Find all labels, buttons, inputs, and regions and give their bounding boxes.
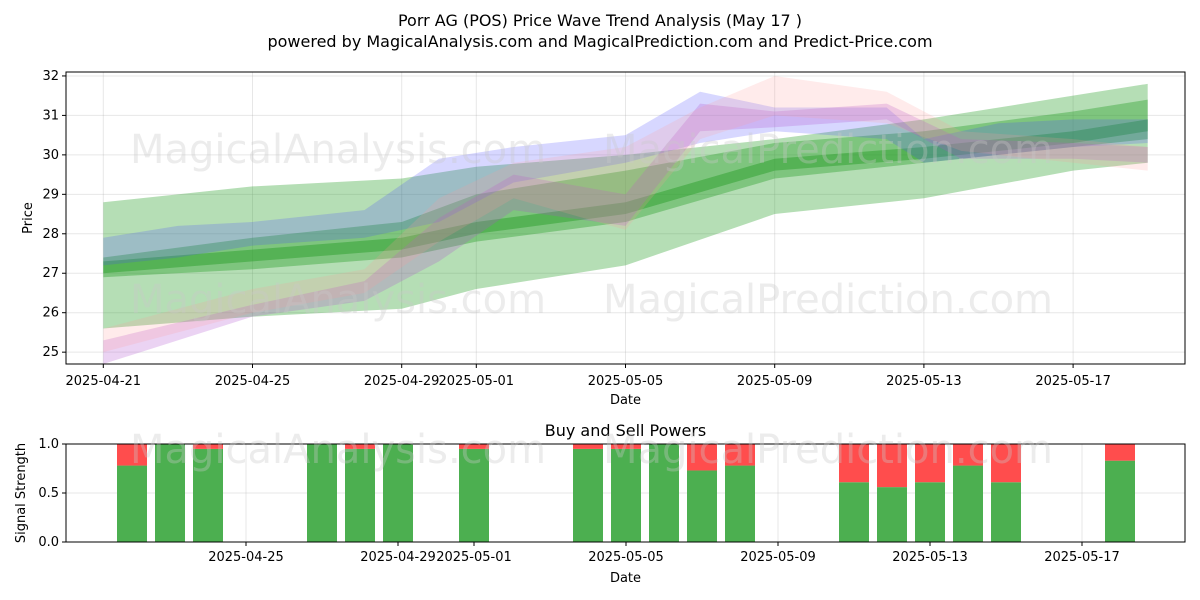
watermark-analysis-2: MagicalAnalysis.com [130, 277, 546, 323]
chart-subtitle: powered by MagicalAnalysis.com and Magic… [267, 32, 932, 51]
watermark-prediction: MagicalPrediction.com [603, 127, 1053, 173]
price-axes-frame [65, 71, 1186, 365]
y-tick-label: 25 [42, 345, 59, 360]
x-tick-label: 2025-04-21 [66, 374, 142, 389]
band-purple [103, 103, 1148, 364]
sell-bar [573, 444, 603, 449]
signal-axes-frame [65, 443, 1186, 543]
buy-bar [611, 448, 641, 542]
y-tick-label: 29 [42, 187, 59, 202]
band-green [103, 99, 1148, 278]
y-tick-label: 0.5 [38, 486, 59, 501]
x-tick-label: 2025-05-01 [439, 374, 515, 389]
watermark-prediction-3: MagicalPrediction.com [603, 427, 1053, 473]
y-tick-label: 27 [42, 266, 59, 281]
sell-bar [459, 444, 489, 449]
x-axis-label: Date [610, 393, 641, 408]
y-axis-label: Price [21, 202, 36, 234]
y-tick-label: 1.0 [38, 437, 59, 452]
x-tick-label: 2025-05-13 [886, 374, 962, 389]
sell-bar [117, 444, 147, 466]
band-green [103, 119, 1148, 274]
buy-bar [877, 487, 907, 542]
y-tick-label: 28 [42, 227, 59, 242]
x-tick-label: 2025-05-05 [588, 550, 664, 565]
band-blue [103, 91, 1148, 266]
signal-panel: Buy and Sell Powers 0.0 0.5 1.0 2025-04-25 20… [14, 421, 1186, 586]
y-tick-label: 26 [42, 306, 59, 321]
buy-bar [345, 448, 375, 542]
watermark-analysis: MagicalAnalysis.com [130, 127, 546, 173]
signal-x-axis-label: Date [610, 571, 641, 586]
price-panel: 25 26 27 28 29 30 31 32 2025-04-21 2025-04-25 2025… [21, 69, 1186, 408]
band-red [103, 75, 1148, 353]
sell-bar [991, 444, 1021, 483]
x-tick-label: 2025-04-25 [215, 374, 291, 389]
buy-bar [991, 482, 1021, 542]
x-tick-label: 2025-05-17 [1035, 374, 1111, 389]
y-tick-label: 32 [42, 69, 59, 84]
watermark-analysis-3: MagicalAnalysis.com [130, 427, 546, 473]
sell-bar [1105, 444, 1135, 461]
buy-bar [725, 465, 755, 542]
buy-bar [1105, 460, 1135, 542]
sell-bar [725, 444, 755, 466]
y-tick-label: 0.0 [38, 535, 59, 550]
buy-bar [839, 482, 869, 542]
sell-bar [915, 444, 945, 483]
x-tick-label: 2025-05-05 [588, 374, 664, 389]
x-tick-label: 2025-05-09 [737, 374, 813, 389]
x-tick-label: 2025-05-17 [1044, 550, 1120, 565]
x-tick-label: 2025-05-01 [436, 550, 512, 565]
x-tick-label: 2025-05-09 [740, 550, 816, 565]
sell-bar [345, 444, 375, 449]
buy-bar [117, 465, 147, 542]
sell-bar [611, 444, 641, 449]
chart-title: Porr AG (POS) Price Wave Trend Analysis … [398, 11, 802, 30]
x-tick-label: 2025-04-29 [360, 550, 436, 565]
signal-title: Buy and Sell Powers [545, 421, 707, 440]
sell-bar [877, 444, 907, 488]
buy-bar [573, 448, 603, 542]
y-tick-label: 30 [42, 148, 59, 163]
buy-bar [383, 444, 413, 542]
buy-bar [915, 482, 945, 542]
x-tick-label: 2025-04-25 [208, 550, 284, 565]
y-tick-label: 31 [42, 108, 59, 123]
signal-y-axis-label: Signal Strength [14, 443, 29, 543]
watermark-prediction-2: MagicalPrediction.com [603, 277, 1053, 323]
buy-bar [649, 444, 679, 542]
x-tick-label: 2025-05-13 [892, 550, 968, 565]
sell-bar [839, 444, 869, 483]
sell-bar [193, 444, 223, 449]
sell-bar [953, 444, 983, 466]
buy-bar [459, 448, 489, 542]
buy-bar [953, 465, 983, 542]
buy-bar [307, 444, 337, 542]
x-tick-label: 2025-04-29 [364, 374, 440, 389]
sell-bar [687, 444, 717, 471]
buy-bar [687, 470, 717, 542]
buy-bar [155, 444, 185, 542]
buy-bar [193, 448, 223, 542]
